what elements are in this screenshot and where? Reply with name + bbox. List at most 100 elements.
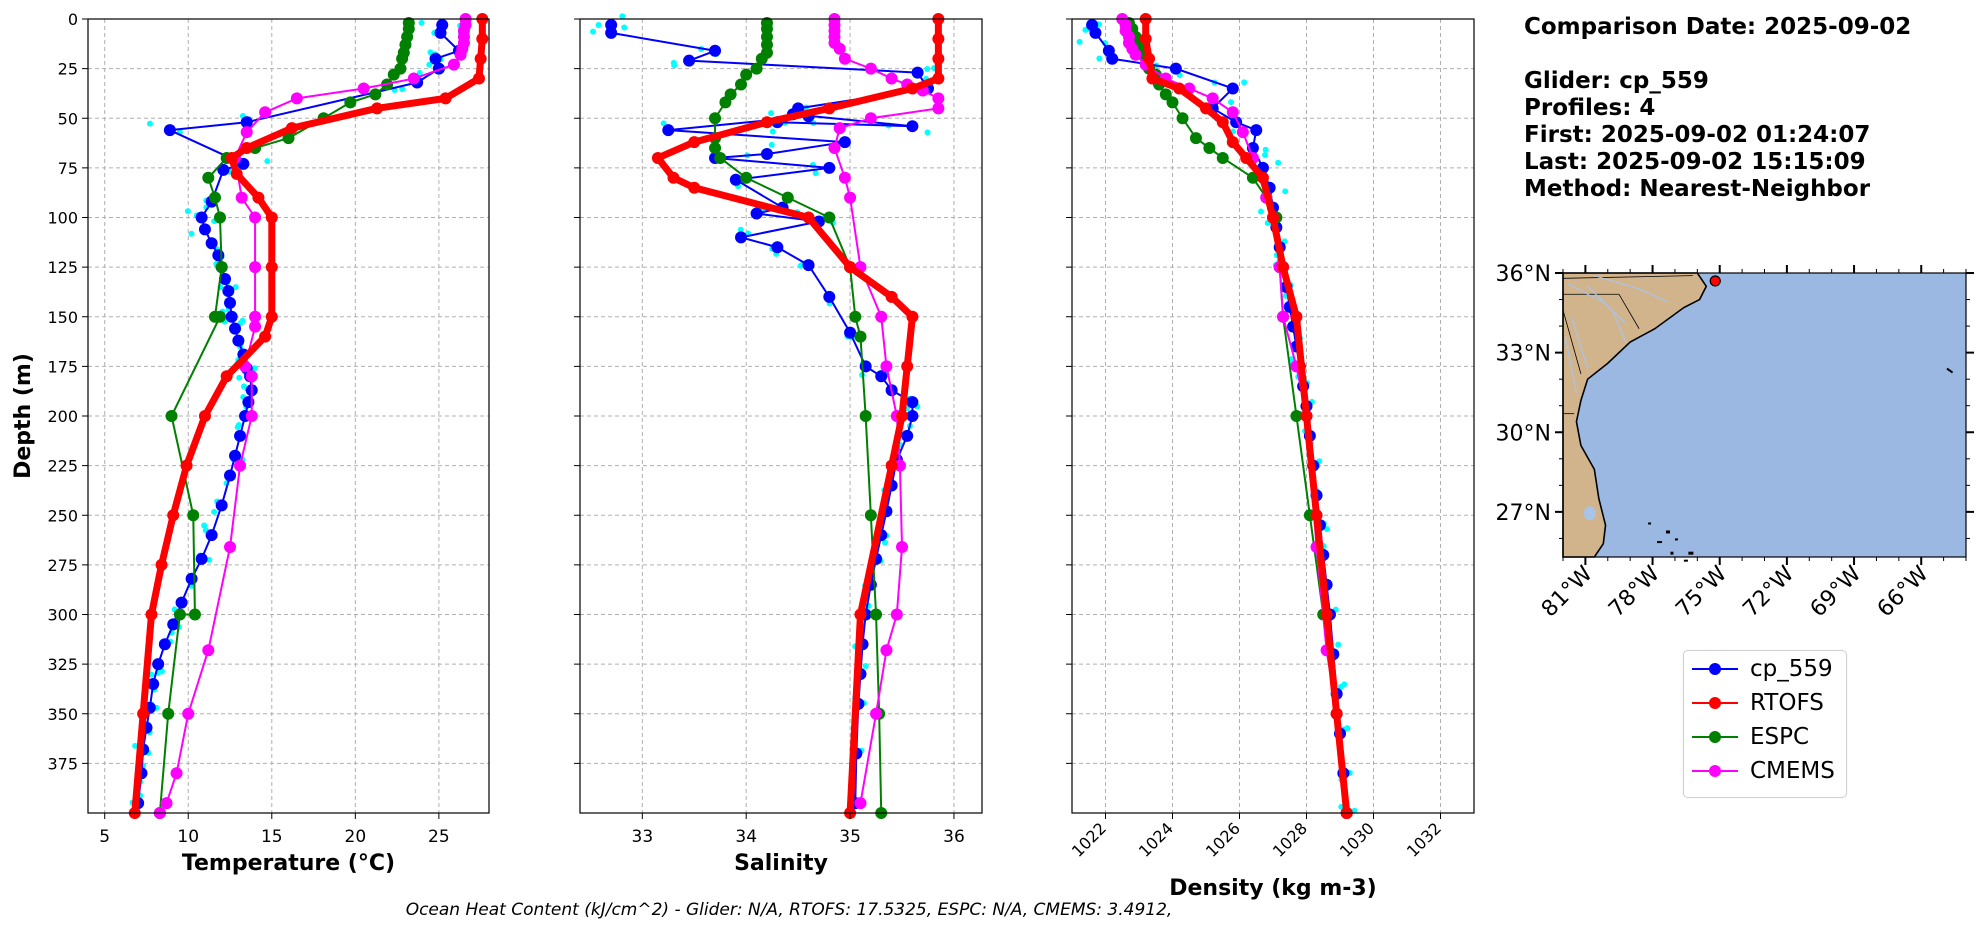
data-point-espc (1176, 112, 1189, 125)
data-point-cp_559 (167, 618, 180, 631)
data-point-cp_559 (838, 136, 851, 149)
data-point-cmems (880, 644, 893, 657)
axes-frame (1071, 18, 1475, 814)
data-point-espc (1216, 151, 1229, 164)
data-point-espc (213, 211, 226, 224)
data-point-espc (709, 142, 722, 155)
data-point-rtofs (1310, 509, 1323, 522)
data-point-rtofs (1300, 410, 1313, 422)
lon-label: 78°W (1604, 561, 1665, 622)
river (1594, 275, 1669, 303)
raw-data-point (768, 141, 775, 148)
data-point-rtofs (180, 459, 193, 472)
x-tick-label: 1022 (1068, 819, 1110, 861)
info-block: Comparison Date: 2025-09-02 Glider: cp_55… (1524, 14, 1911, 203)
x-tick-label: 35 (839, 827, 861, 847)
data-point-espc (849, 310, 862, 323)
raw-data-point (1282, 188, 1289, 195)
data-point-rtofs (1330, 707, 1343, 720)
data-point-cp_559 (205, 529, 218, 542)
x-axis-label: Density (kg m-3) (1169, 876, 1377, 901)
legend-swatch (1692, 731, 1738, 743)
data-point-espc (735, 78, 748, 91)
data-point-espc (1290, 410, 1303, 422)
raw-data-point (232, 284, 239, 291)
data-point-cmems (357, 82, 370, 95)
data-point-cmems (170, 767, 183, 780)
data-point-rtofs (439, 92, 452, 105)
data-point-espc (854, 330, 867, 343)
legend-label: CMEMS (1750, 758, 1835, 784)
data-point-cp_559 (429, 52, 442, 65)
data-point-cmems (454, 48, 467, 61)
data-point-cp_559 (802, 259, 815, 272)
river (1564, 336, 1578, 393)
data-point-espc (165, 410, 178, 422)
data-point-cp_559 (605, 26, 618, 39)
legend-item-cp559: cp_559 (1692, 653, 1833, 685)
data-point-cmems (875, 310, 888, 323)
first-time: First: 2025-09-02 01:24:07 (1524, 122, 1871, 148)
data-point-rtofs (885, 290, 898, 303)
data-point-espc (740, 68, 753, 81)
data-point-cmems (890, 608, 903, 621)
raw-data-point (236, 374, 243, 381)
data-point-cp_559 (1250, 124, 1263, 137)
x-tick-label: 1024 (1135, 819, 1177, 861)
raw-data-point (146, 120, 153, 127)
raw-data-point (769, 128, 776, 135)
data-point-cp_559 (163, 124, 176, 137)
data-point-rtofs (906, 310, 919, 323)
data-point-espc (864, 509, 877, 522)
data-point-cp_559 (195, 552, 208, 565)
data-point-cmems (880, 360, 893, 373)
river (1587, 285, 1627, 343)
legend-label: RTOFS (1750, 690, 1824, 716)
data-point-rtofs (932, 32, 945, 45)
data-point-cp_559 (906, 396, 919, 409)
data-point-cp_559 (911, 66, 924, 79)
bahamas-island (1683, 559, 1688, 562)
raw-data-point (1262, 151, 1269, 158)
lon-label: 69°W (1806, 561, 1867, 622)
raw-data-point (1262, 146, 1269, 153)
data-point-rtofs (285, 122, 298, 135)
x-tick-label: 20 (345, 827, 367, 847)
raw-data-point (426, 61, 433, 68)
y-tick-label: 225 (47, 457, 78, 476)
legend-item-espc: ESPC (1692, 721, 1809, 753)
data-point-cmems (932, 92, 945, 105)
data-point-rtofs (137, 707, 150, 720)
legend-item-rtofs: RTOFS (1692, 687, 1824, 719)
data-point-cp_559 (195, 211, 208, 224)
raw-data-point (251, 365, 258, 372)
y-tick-label: 100 (47, 209, 78, 228)
data-point-cmems (249, 211, 262, 224)
raw-data-point (418, 19, 425, 26)
state-border (1562, 310, 1582, 374)
legend-item-cmems: CMEMS (1692, 755, 1835, 787)
raw-data-point (416, 70, 423, 77)
data-point-cp_559 (906, 120, 919, 133)
data-point-cmems (833, 42, 846, 55)
legend: cp_559 RTOFS ESPC CMEMS (1683, 650, 1847, 798)
data-point-rtofs (225, 151, 238, 164)
land-area (1562, 272, 1708, 558)
raw-data-point (1275, 159, 1282, 166)
data-point-rtofs (688, 181, 701, 194)
data-point-cp_559 (229, 449, 242, 462)
state-border (1562, 275, 1693, 279)
data-point-rtofs (474, 52, 487, 65)
x-axis-label: Salinity (734, 851, 828, 876)
raw-data-point (1096, 55, 1103, 62)
data-point-cmems (224, 541, 237, 554)
y-tick-label: 50 (58, 109, 78, 128)
data-point-espc (1203, 142, 1216, 155)
y-tick-label: 325 (47, 655, 78, 674)
data-point-rtofs (155, 558, 168, 571)
raw-data-point (1344, 725, 1351, 732)
bahamas-island (1670, 551, 1674, 555)
raw-data-point (1076, 38, 1083, 45)
raw-data-point (671, 62, 678, 69)
data-point-cmems (896, 541, 909, 554)
